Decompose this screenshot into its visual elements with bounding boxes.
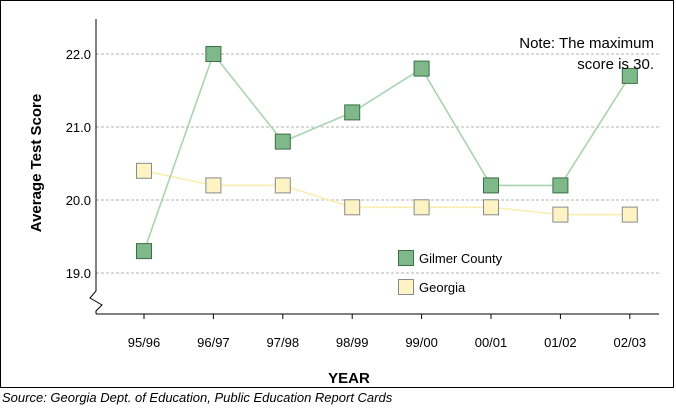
x-tick-label: 95/96 [128, 335, 161, 350]
x-tick-label: 99/00 [405, 335, 438, 350]
data-point [205, 46, 222, 62]
series-line [143, 52, 631, 252]
annotation-note-line: score is 30. [577, 56, 654, 73]
y-tick-label: 22.0 [66, 47, 91, 62]
x-tick-label: 00/01 [475, 335, 508, 350]
x-tick-label: 97/98 [267, 335, 300, 350]
y-tick-label: 19.0 [66, 266, 91, 281]
data-point [621, 206, 638, 223]
legend-swatch [398, 279, 414, 295]
x-tick-label: 02/03 [614, 335, 647, 350]
data-point [483, 199, 499, 216]
data-point [552, 206, 569, 223]
legend-label: Gilmer County [419, 251, 503, 266]
y-axis-line [89, 19, 103, 314]
data-point [136, 243, 152, 260]
line-chart: 22.0 21.0 20.0 19.0 95/96 96/97 97/98 98/99 99/0… [28, 19, 659, 387]
data-point [205, 177, 222, 194]
data-point [344, 104, 361, 121]
y-axis-title: Average Test Score [28, 94, 45, 232]
data-point [621, 67, 638, 84]
data-point [274, 177, 291, 194]
data-point [552, 177, 569, 194]
x-tick-label: 98/99 [336, 335, 369, 350]
source-note: Source: Georgia Dept. of Education, Publ… [2, 390, 393, 405]
x-tick-label: 96/97 [197, 335, 230, 350]
data-point [483, 177, 499, 194]
chart-frame: 22.0 21.0 20.0 19.0 95/96 96/97 97/98 98/99 99/0… [0, 0, 674, 388]
data-point [136, 162, 152, 179]
data-point [413, 199, 430, 216]
y-tick-label: 20.0 [66, 193, 91, 208]
legend-label: Georgia [419, 280, 466, 295]
x-tick-label: 01/02 [544, 335, 577, 350]
data-point [413, 60, 430, 77]
data-point [274, 133, 291, 150]
legend-swatch [398, 250, 414, 266]
annotation-note-line: Note: The maximum [519, 35, 654, 52]
y-tick-label: 21.0 [66, 120, 91, 135]
data-point [344, 199, 361, 216]
x-axis-title: YEAR [328, 370, 370, 387]
series-line [143, 170, 630, 216]
